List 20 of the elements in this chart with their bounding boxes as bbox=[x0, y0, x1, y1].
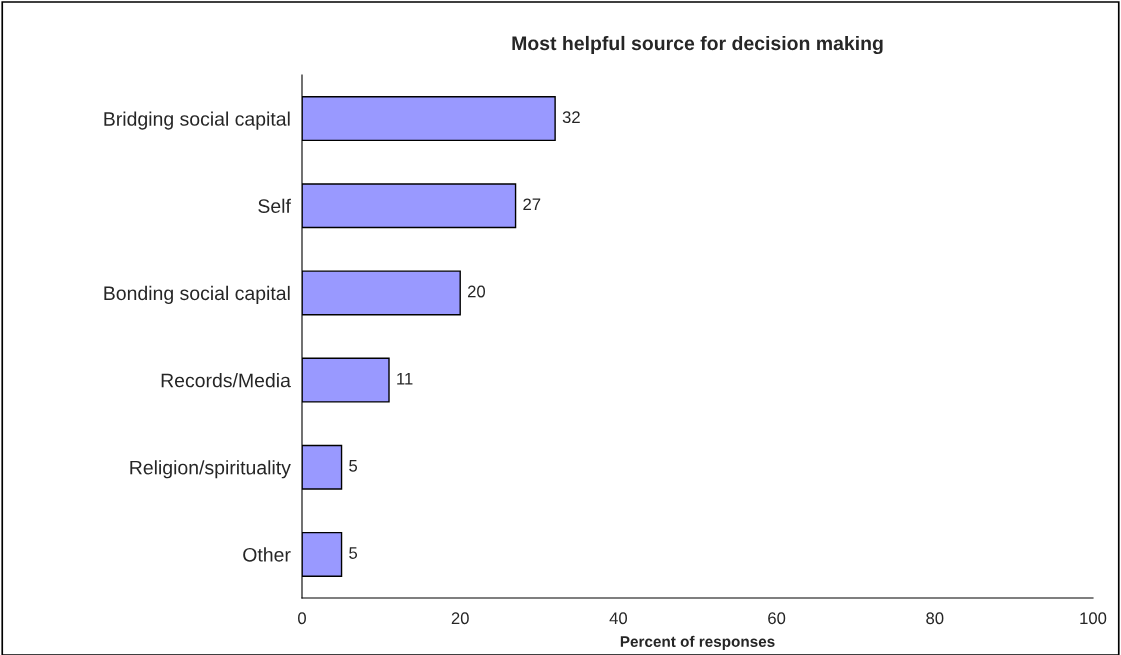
x-tick-label: 80 bbox=[926, 612, 944, 625]
x-tick-label: 60 bbox=[768, 612, 786, 625]
x-tick-label: 20 bbox=[451, 612, 469, 625]
x-axis-title: Percent of responses bbox=[620, 635, 775, 650]
x-tick-label: 0 bbox=[298, 612, 306, 625]
chart-title: Most helpful source for decision making bbox=[512, 35, 883, 55]
y-tick-label: Bonding social capital bbox=[104, 285, 290, 304]
y-tick-label: Other bbox=[243, 547, 291, 562]
x-tick-label: 100 bbox=[1080, 612, 1107, 625]
data-label: 11 bbox=[397, 372, 413, 385]
data-label: 27 bbox=[523, 198, 541, 211]
y-tick-label: Self bbox=[258, 198, 291, 213]
y-tick-label: Bridging social capital bbox=[104, 111, 290, 130]
data-label: 32 bbox=[562, 111, 580, 124]
x-tick-label: 40 bbox=[609, 612, 628, 625]
data-label: 20 bbox=[467, 285, 486, 298]
data-label: 5 bbox=[349, 547, 358, 559]
y-tick-label: Religion/spirituality bbox=[130, 460, 291, 479]
data-label: 5 bbox=[349, 460, 358, 472]
y-tick-label: Records/Media bbox=[161, 373, 291, 388]
